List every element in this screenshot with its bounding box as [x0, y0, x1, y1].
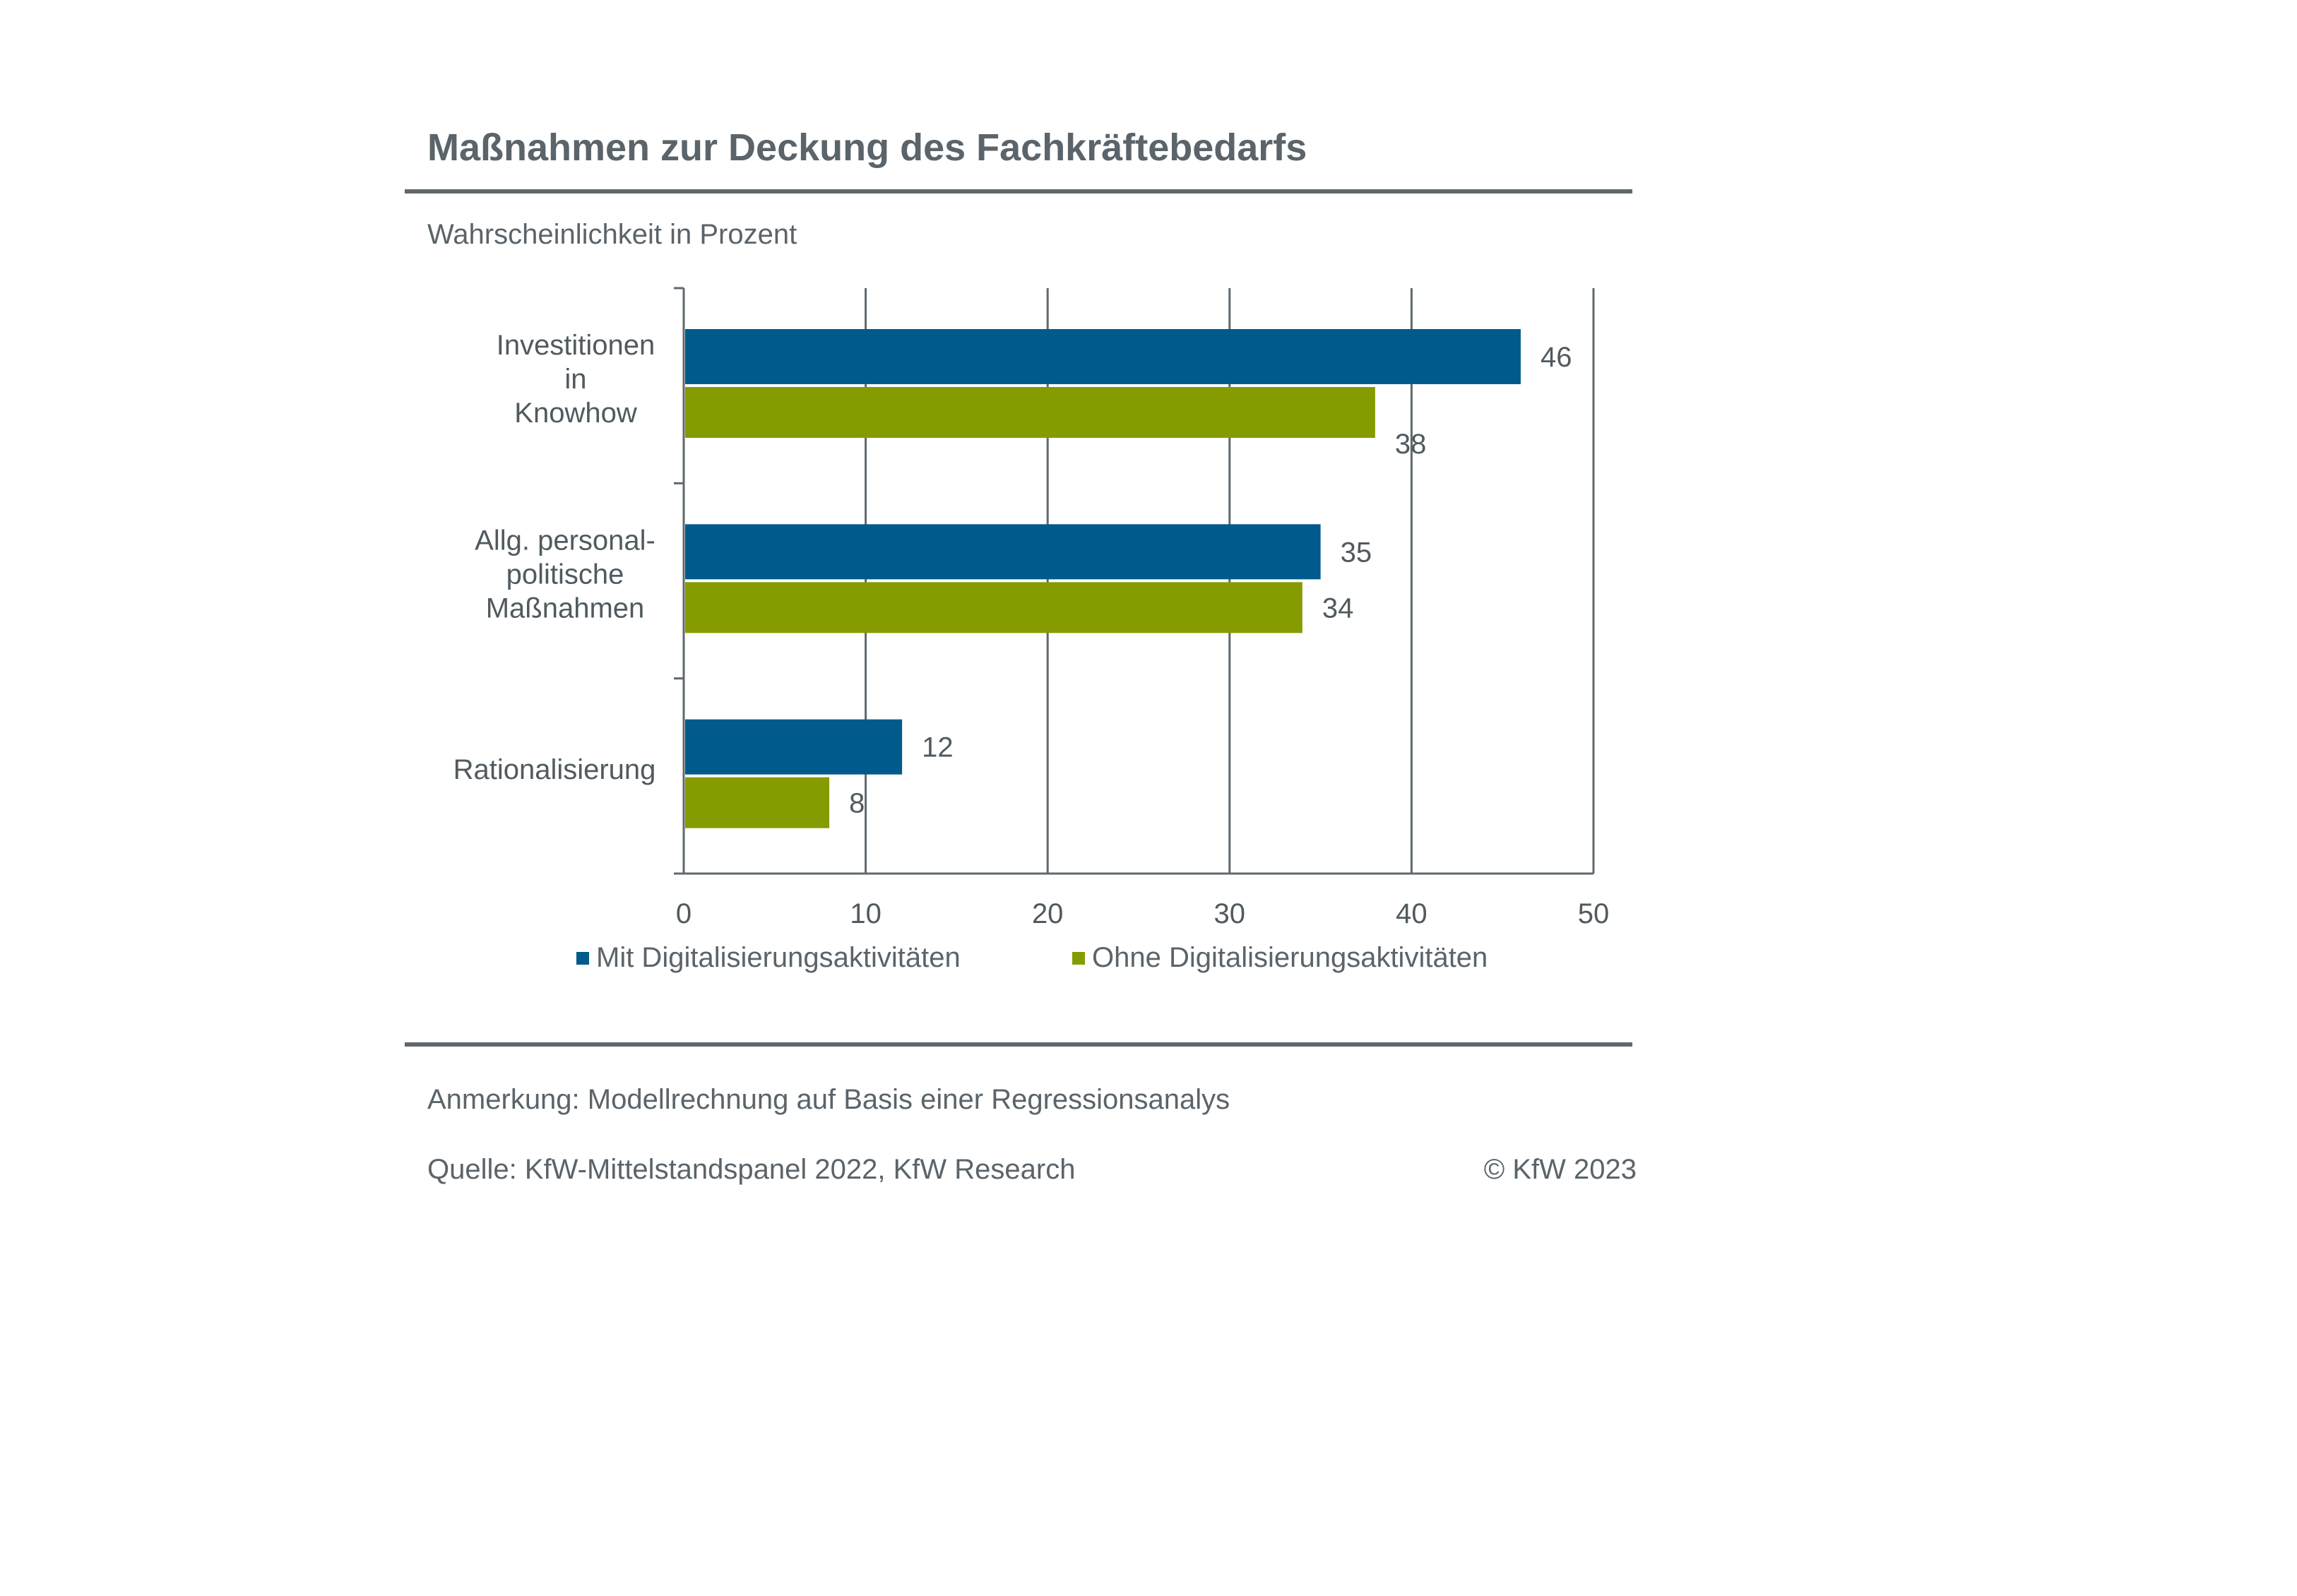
data-label-ohne-0: 38	[1395, 429, 1427, 460]
bar-ohne-2	[685, 777, 830, 828]
x-tick-label-0: 0	[676, 898, 692, 929]
category-label-0-line-2: Knowhow	[514, 398, 637, 429]
category-label-1-line-1: politische	[506, 559, 624, 590]
category-label-0-line-0: Investitionen	[497, 330, 655, 361]
data-label-mit-2: 12	[922, 732, 954, 763]
x-tick-label-50: 50	[1578, 898, 1610, 929]
bar-mit-0	[685, 329, 1521, 384]
bar-mit-1	[685, 524, 1321, 580]
chart-subtitle: Wahrscheinlichkeit in Prozent	[427, 219, 797, 250]
bar-mit-2	[685, 719, 903, 775]
category-label-2-line-0: Rationalisierung	[453, 754, 656, 785]
x-tick-label-20: 20	[1032, 898, 1064, 929]
data-label-mit-1: 35	[1341, 537, 1372, 568]
bar-ohne-0	[685, 387, 1375, 438]
legend-item-mit: Mit Digitalisierungsaktivitäten	[576, 942, 961, 974]
category-label-1-line-2: Maßnahmen	[486, 593, 645, 624]
x-tick-label-10: 10	[850, 898, 882, 929]
source-note: Quelle: KfW-Mittelstandspanel 2022, KfW …	[427, 1154, 1076, 1185]
chart-title: Maßnahmen zur Deckung des Fachkräftebeda…	[427, 126, 1307, 169]
legend-item-ohne: Ohne Digitalisierungsaktivitäten	[1072, 942, 1488, 974]
category-label-1-line-0: Allg. personal-	[475, 525, 655, 556]
legend-swatch-mit	[576, 951, 589, 965]
data-label-ohne-2: 8	[849, 788, 865, 819]
legend-label-ohne: Ohne Digitalisierungsaktivitäten	[1092, 942, 1488, 973]
bottom-divider	[405, 1042, 1632, 1047]
copyright: © KfW 2023	[1483, 1154, 1637, 1185]
legend-swatch-ohne	[1072, 951, 1085, 965]
category-label-0-line-1: in	[564, 364, 586, 395]
top-divider	[405, 189, 1632, 193]
legend-label-mit: Mit Digitalisierungsaktivitäten	[596, 942, 961, 973]
footnote: Anmerkung: Modellrechnung auf Basis eine…	[427, 1084, 1230, 1115]
data-label-mit-0: 46	[1541, 342, 1572, 373]
x-tick-label-40: 40	[1396, 898, 1428, 929]
bar-ohne-1	[685, 582, 1302, 633]
x-tick-label-30: 30	[1214, 898, 1246, 929]
data-label-ohne-1: 34	[1322, 592, 1354, 624]
